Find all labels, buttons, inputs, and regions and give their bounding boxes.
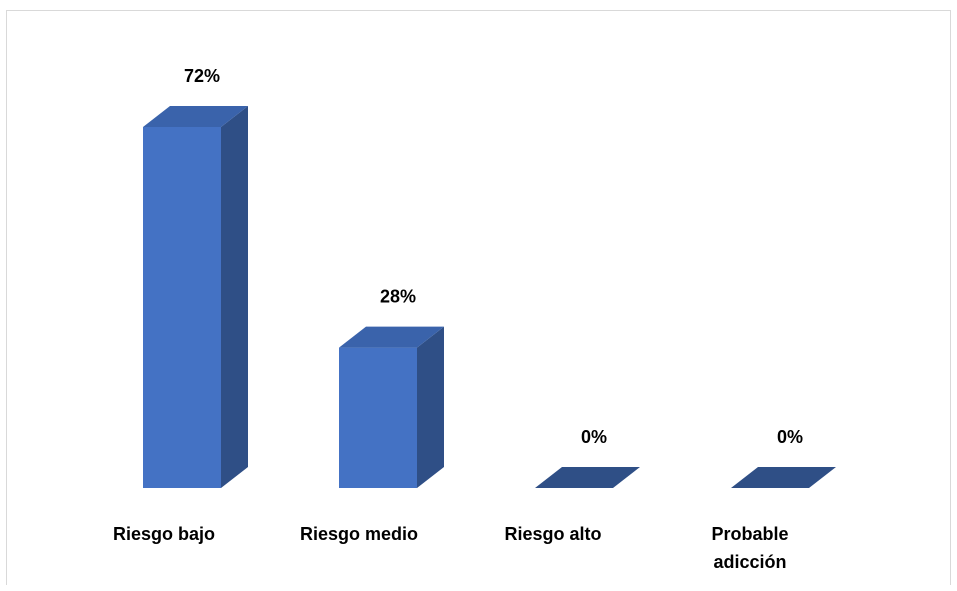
category-label-1: Riesgo medio	[300, 524, 418, 544]
category-label-3: Probable adicción	[711, 524, 788, 572]
data-label-0: 72%	[184, 66, 220, 86]
chart-frame	[6, 10, 951, 585]
bar-top-1	[339, 326, 444, 348]
bar-top-0	[143, 106, 248, 127]
category-label-2: Riesgo alto	[504, 524, 601, 544]
data-label-2: 0%	[581, 427, 607, 447]
data-label-1: 28%	[380, 287, 416, 307]
category-label-0: Riesgo bajo	[113, 524, 215, 544]
bar-front-1	[339, 347, 417, 488]
data-label-3: 0%	[777, 427, 803, 447]
bar-front-0	[143, 127, 221, 488]
bar-side-0	[221, 106, 248, 488]
bar-top-3	[731, 467, 836, 488]
bar-top-2	[535, 467, 640, 488]
bar-side-1	[417, 326, 444, 488]
